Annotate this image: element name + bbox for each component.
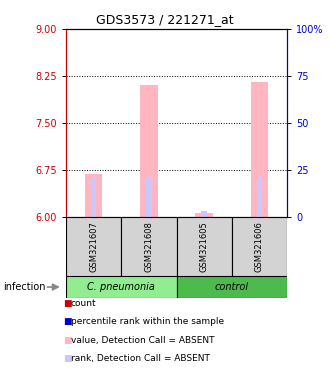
Bar xyxy=(177,217,232,276)
Text: rank, Detection Call = ABSENT: rank, Detection Call = ABSENT xyxy=(71,354,210,363)
Text: GSM321607: GSM321607 xyxy=(89,221,98,272)
Bar xyxy=(85,174,103,217)
Bar xyxy=(121,217,177,276)
Text: infection: infection xyxy=(3,282,46,292)
Bar xyxy=(146,177,152,217)
Text: count: count xyxy=(71,299,97,308)
Bar xyxy=(140,85,158,217)
Text: ■: ■ xyxy=(63,299,71,308)
Bar xyxy=(250,82,268,217)
Bar xyxy=(232,217,287,276)
Text: GSM321606: GSM321606 xyxy=(255,221,264,272)
Bar xyxy=(201,211,207,217)
Bar xyxy=(66,217,121,276)
Text: C. pneumonia: C. pneumonia xyxy=(87,282,155,292)
Text: ■: ■ xyxy=(63,354,71,363)
Text: control: control xyxy=(215,282,249,292)
Bar xyxy=(195,213,213,217)
Bar xyxy=(66,276,177,298)
Text: ■: ■ xyxy=(63,336,71,345)
Bar xyxy=(91,178,96,217)
Bar xyxy=(177,276,287,298)
Text: value, Detection Call = ABSENT: value, Detection Call = ABSENT xyxy=(71,336,214,345)
Bar xyxy=(257,177,262,217)
Text: percentile rank within the sample: percentile rank within the sample xyxy=(71,317,224,326)
Text: GDS3573 / 221271_at: GDS3573 / 221271_at xyxy=(96,13,234,26)
Text: GSM321608: GSM321608 xyxy=(145,221,153,272)
Text: GSM321605: GSM321605 xyxy=(200,221,209,272)
Text: ■: ■ xyxy=(63,317,71,326)
